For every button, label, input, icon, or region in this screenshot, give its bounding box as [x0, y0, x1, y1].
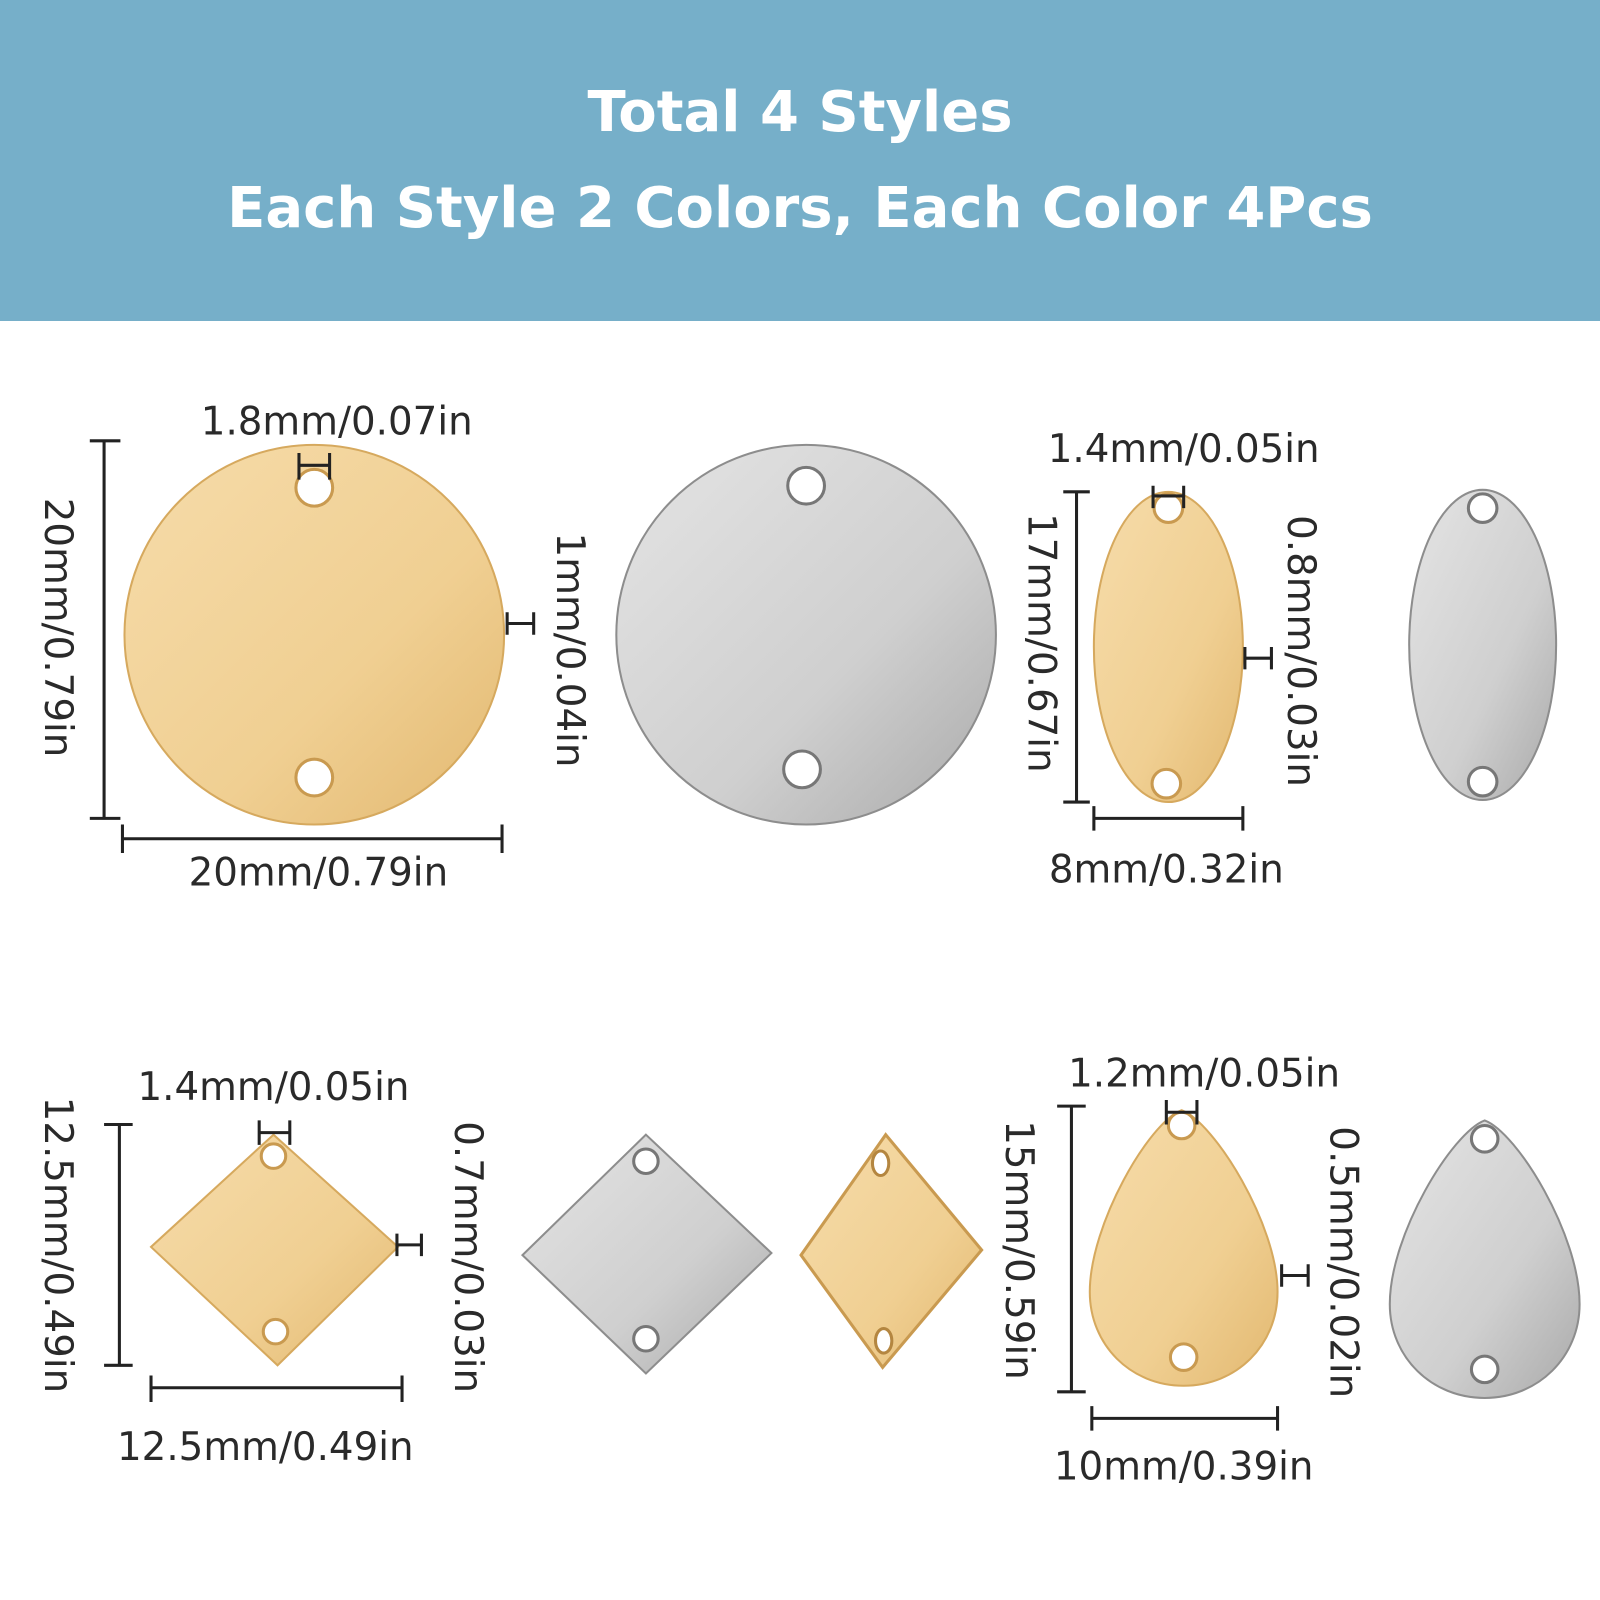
rhombus-height-label: 12.5mm/0.49in: [35, 1097, 80, 1394]
teardrop-silver-connector: [1388, 1119, 1581, 1399]
round-hole-label: 1.8mm/0.07in: [201, 400, 473, 445]
rhombus-thickness-label: 0.7mm/0.03in: [445, 1121, 490, 1393]
oval-dimensions: 1.4mm/0.05in 8mm/0.32in 17mm/0.67in 0.8m…: [1019, 427, 1323, 892]
teardrop-hole-label: 1.2mm/0.05in: [1068, 1052, 1340, 1097]
round-silver-connector: [615, 443, 997, 826]
round-height-label: 20mm/0.79in: [35, 498, 80, 758]
teardrop-width-label: 10mm/0.39in: [1054, 1445, 1314, 1490]
header-subtitle: Each Style 2 Colors, Each Color 4Pcs: [227, 175, 1373, 241]
rhombus-silver-connector: [520, 1133, 773, 1375]
oval-hole-label: 1.4mm/0.05in: [1048, 427, 1320, 472]
rhombus-hole-label: 1.4mm/0.05in: [138, 1065, 410, 1110]
header-title: Total 4 Styles: [587, 79, 1013, 145]
rhombus-gold-connector: [149, 1133, 400, 1367]
round-dimensions: 1.8mm/0.07in 20mm/0.79in 20mm/0.79in 1mm…: [35, 400, 592, 896]
rhombus-dimensions: 1.4mm/0.05in 12.5mm/0.49in 12.5mm/0.49in…: [35, 1065, 490, 1470]
oval-thickness-label: 0.8mm/0.03in: [1278, 515, 1323, 787]
teardrop-thickness-label: 0.5mm/0.02in: [1321, 1126, 1366, 1398]
oval-silver-connector: [1408, 488, 1558, 802]
teardrop-gold-connector: [1088, 1109, 1279, 1387]
rhombus-width-label: 12.5mm/0.49in: [117, 1425, 414, 1470]
round-thickness-label: 1mm/0.04in: [547, 533, 592, 768]
rhombus-gold-connector-angled: [799, 1132, 984, 1370]
teardrop-height-label: 15mm/0.59in: [996, 1120, 1041, 1380]
oval-height-label: 17mm/0.67in: [1019, 513, 1064, 773]
round-gold-connector: [123, 443, 506, 826]
round-width-label: 20mm/0.79in: [189, 851, 449, 896]
oval-width-label: 8mm/0.32in: [1049, 848, 1284, 893]
header-banner: Total 4 Styles Each Style 2 Colors, Each…: [0, 0, 1600, 321]
oval-gold-connector: [1092, 490, 1244, 804]
teardrop-dimensions: 1.2mm/0.05in 10mm/0.39in 15mm/0.59in 0.5…: [996, 1052, 1365, 1490]
